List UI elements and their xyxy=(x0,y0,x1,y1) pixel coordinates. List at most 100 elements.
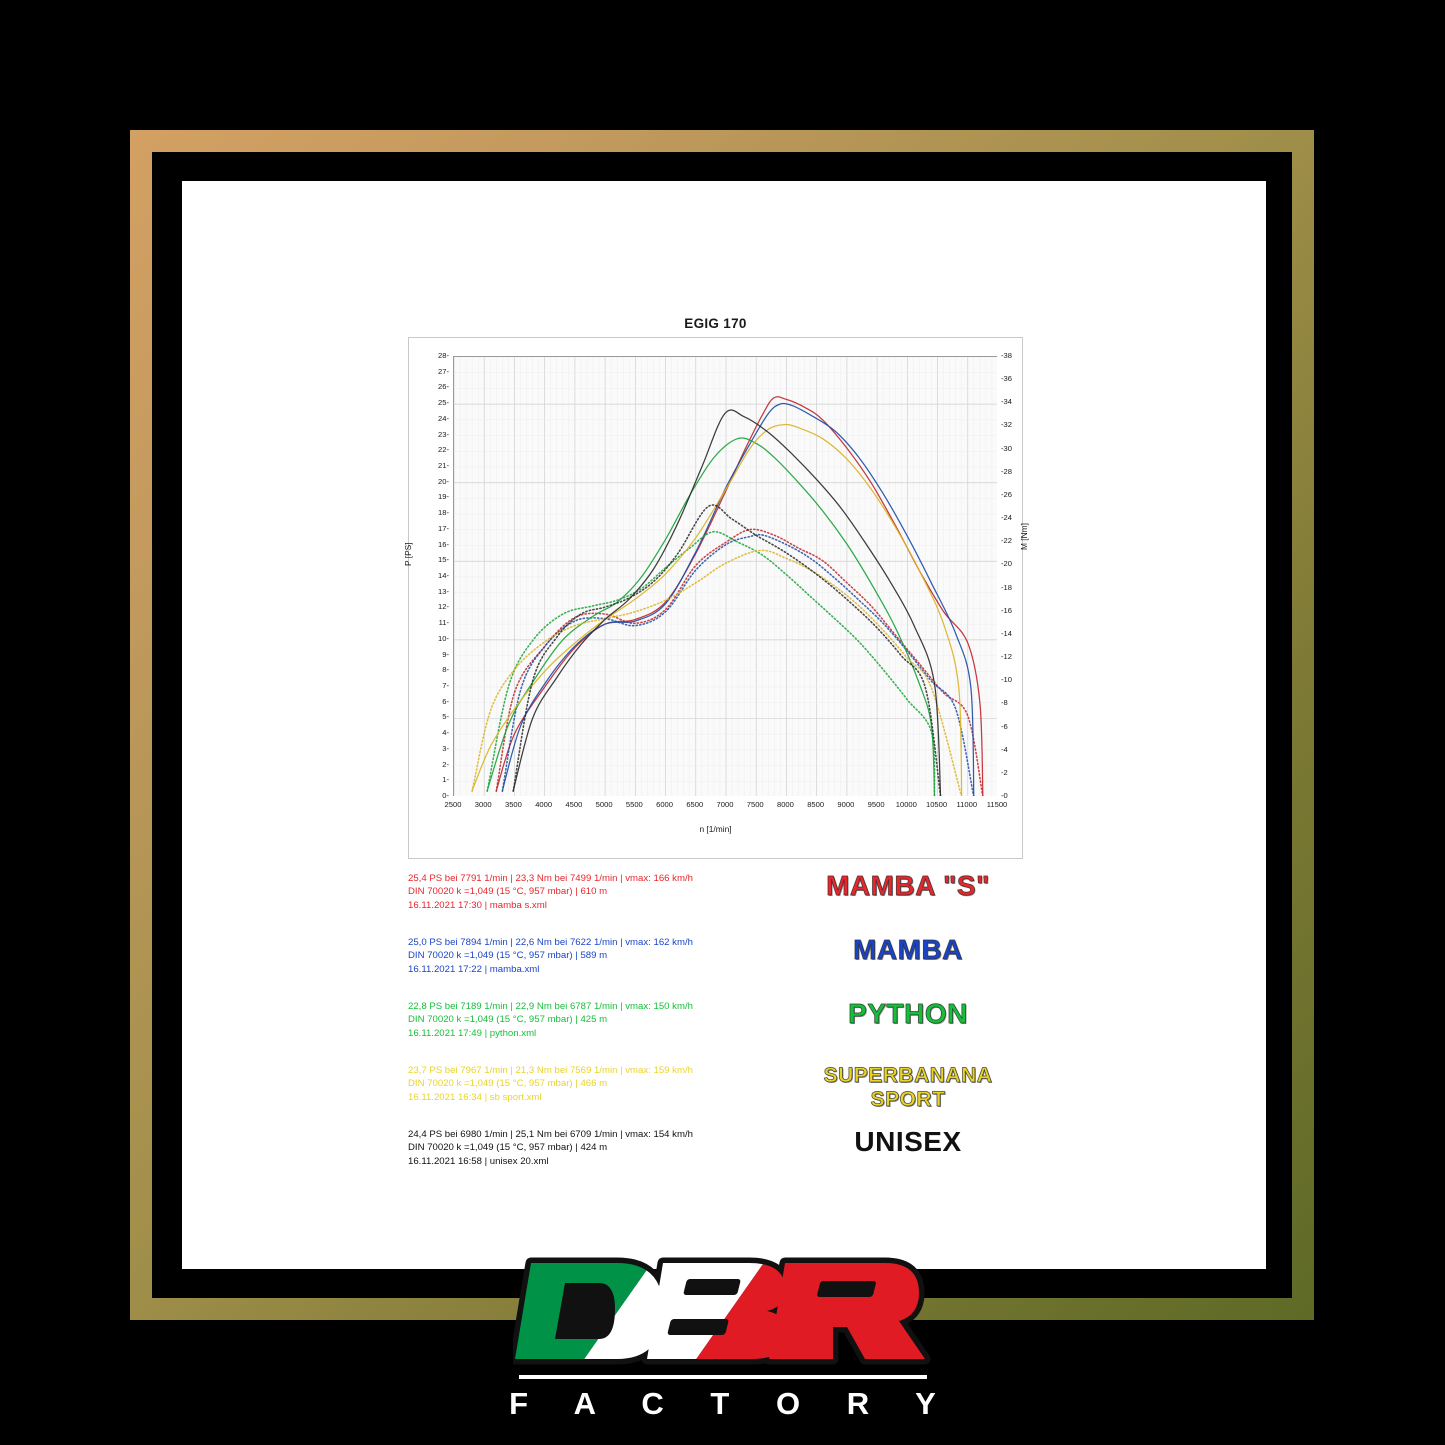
legend-stats: 25,0 PS bei 7894 1/min | 22,6 Nm bei 762… xyxy=(408,935,793,976)
legend-brand-label-line2: SPORT xyxy=(870,1087,946,1111)
legend-brand-label: MAMBA "S" xyxy=(826,870,990,901)
x-tick: 5000 xyxy=(595,800,613,809)
legend-stats-line-3: 16.11.2021 17:30 | mamba s.xml xyxy=(408,899,547,911)
chart-frame: 0- 1- 2- 3- 4- 5- 6- 7- 8- 9- 10- 11- 12- 13- 14- 15- 16… xyxy=(403,337,1029,859)
y-axis-left-label: P [PS] xyxy=(403,542,413,566)
legend-stats-line-2: DIN 70020 k =1,049 (15 °C, 957 mbar) | 5… xyxy=(408,950,608,962)
legend-row: 25,4 PS bei 7791 1/min | 23,3 Nm bei 749… xyxy=(408,871,1023,923)
y-tick-left: 27- xyxy=(438,366,449,376)
legend-brand-label: SUPERBANANA SPORT xyxy=(793,1063,1023,1111)
y-tick-right: -18 xyxy=(1001,582,1012,592)
x-tick: 8000 xyxy=(776,800,794,809)
x-tick: 3000 xyxy=(474,800,492,809)
x-tick: 11500 xyxy=(986,800,1008,809)
y-tick-left: 17- xyxy=(438,523,449,533)
y-tick-right: -0 xyxy=(1001,791,1008,800)
legend-stats-line-2: DIN 70020 k =1,049 (15 °C, 957 mbar) | 4… xyxy=(408,1078,608,1090)
y-tick-left: 23- xyxy=(438,429,449,439)
y-tick-right: -14 xyxy=(1001,628,1012,638)
legend-stats-line-2: DIN 70020 k =1,049 (15 °C, 957 mbar) | 4… xyxy=(408,1014,608,1026)
y-tick-right: -22 xyxy=(1001,536,1012,546)
x-tick: 7500 xyxy=(746,800,764,809)
y-tick-left: 13- xyxy=(438,586,449,596)
legend-stats-line-3: 16.11.2021 16:34 | sb sport.xml xyxy=(408,1091,542,1103)
y-axis-right-ticks: -0 -2 -4 -6 -8 -10 -12 -14 -16 -18 -20 -22 -24 -26 -28… xyxy=(998,352,1038,799)
legend-stats-line-3: 16.11.2021 17:49 | python.xml xyxy=(408,1027,537,1039)
y-tick-left: 16- xyxy=(438,539,449,549)
legend-row: 23,7 PS bei 7967 1/min | 21,3 Nm bei 756… xyxy=(408,1063,1023,1115)
x-tick: 8500 xyxy=(807,800,825,809)
legend-stats-line-2: DIN 70020 k =1,049 (15 °C, 957 mbar) | 4… xyxy=(408,1142,608,1154)
y-tick-left: 12- xyxy=(438,602,449,612)
y-tick-right: -4 xyxy=(1001,744,1008,754)
legend-stats: 24,4 PS bei 6980 1/min | 25,1 Nm bei 670… xyxy=(408,1127,793,1168)
y-axis-left-ticks: 0- 1- 2- 3- 4- 5- 6- 7- 8- 9- 10- 11- 12- 13- 14- 15- 16… xyxy=(409,352,451,799)
dyno-chart: EGIG 170 0- 1- 2- 3- 4- 5- 6- 7- 8- 9- 10- 11- 12- 13… xyxy=(403,316,1029,859)
y-tick-left: 15- xyxy=(438,555,449,565)
legend-stats: 25,4 PS bei 7791 1/min | 23,3 Nm bei 749… xyxy=(408,871,793,912)
x-tick: 2500 xyxy=(444,800,462,809)
dbr-factory-logo: F A C T O R Y xyxy=(0,1247,1445,1437)
legend-row: 24,4 PS bei 6980 1/min | 25,1 Nm bei 670… xyxy=(408,1127,1023,1179)
y-tick-left: 0- xyxy=(442,791,449,800)
y-tick-left: 18- xyxy=(438,508,449,518)
legend-stats-line-2: DIN 70020 k =1,049 (15 °C, 957 mbar) | 6… xyxy=(408,886,608,898)
y-tick-left: 6- xyxy=(442,696,449,706)
y-tick-right: -38 xyxy=(1001,351,1012,360)
y-tick-right: -16 xyxy=(1001,605,1012,615)
dyno-sheet: EGIG 170 0- 1- 2- 3- 4- 5- 6- 7- 8- 9- 10- 11- 12- 13… xyxy=(182,181,1266,1269)
x-axis-label: n [1/min] xyxy=(699,824,732,834)
legend-stats-line-1: 22,8 PS bei 7189 1/min | 22,9 Nm bei 678… xyxy=(408,1001,693,1012)
y-tick-right: -6 xyxy=(1001,721,1008,731)
y-tick-right: -30 xyxy=(1001,443,1012,453)
y-tick-left: 21- xyxy=(438,461,449,470)
dbr-wordmark-icon xyxy=(512,1257,930,1365)
x-tick: 3500 xyxy=(504,800,522,809)
logo-divider xyxy=(518,1375,927,1379)
y-tick-left: 25- xyxy=(438,398,449,408)
y-tick-left: 2- xyxy=(442,759,449,769)
x-tick: 5500 xyxy=(625,800,643,809)
curves-svg xyxy=(454,357,997,796)
legend-stats-line-1: 24,4 PS bei 6980 1/min | 25,1 Nm bei 670… xyxy=(408,1129,693,1140)
x-tick: 11000 xyxy=(956,800,978,809)
y-tick-left: 22- xyxy=(438,445,449,455)
x-tick: 10500 xyxy=(925,800,948,809)
x-tick: 9500 xyxy=(867,800,885,809)
logo-subtitle: F A C T O R Y xyxy=(509,1386,955,1421)
y-tick-right: -8 xyxy=(1001,698,1008,708)
y-tick-right: -28 xyxy=(1001,466,1012,476)
x-tick: 10000 xyxy=(895,800,917,809)
y-tick-left: 4- xyxy=(442,728,449,738)
legend-stats: 22,8 PS bei 7189 1/min | 22,9 Nm bei 678… xyxy=(408,999,793,1040)
y-tick-right: -10 xyxy=(1001,675,1012,685)
x-tick: 9000 xyxy=(837,800,855,809)
y-tick-right: -32 xyxy=(1001,420,1012,430)
y-tick-left: 8- xyxy=(442,665,449,675)
legend-brand-label: MAMBA xyxy=(853,934,963,965)
y-tick-right: -2 xyxy=(1001,767,1008,777)
y-tick-left: 24- xyxy=(438,413,449,423)
x-tick: 6000 xyxy=(656,800,673,809)
y-tick-right: -36 xyxy=(1001,374,1012,384)
legend-stats-line-1: 25,4 PS bei 7791 1/min | 23,3 Nm bei 749… xyxy=(408,873,693,884)
legend-stats-line-1: 25,0 PS bei 7894 1/min | 22,6 Nm bei 762… xyxy=(408,937,693,948)
x-tick: 7000 xyxy=(716,800,734,809)
y-tick-left: 19- xyxy=(438,492,449,502)
y-tick-left: 5- xyxy=(442,712,449,722)
legend-stats-line-3: 16.11.2021 17:22 | mamba.xml xyxy=(408,963,540,975)
y-tick-right: -34 xyxy=(1001,397,1012,407)
y-axis-right-label: M [Nm] xyxy=(1019,523,1029,550)
y-tick-left: 26- xyxy=(438,382,449,392)
legend-brand-label: PYTHON xyxy=(848,998,968,1029)
legend-brand-label: UNISEX xyxy=(854,1126,962,1157)
legend-row: 25,0 PS bei 7894 1/min | 22,6 Nm bei 762… xyxy=(408,935,1023,987)
y-tick-left: 11- xyxy=(438,618,449,628)
x-tick: 4500 xyxy=(565,800,583,809)
y-tick-right: -12 xyxy=(1001,652,1012,662)
y-tick-right: -26 xyxy=(1001,489,1012,499)
x-tick: 6500 xyxy=(686,800,704,809)
y-tick-left: 14- xyxy=(438,571,449,580)
y-tick-left: 1- xyxy=(442,775,449,785)
legend-stats-line-3: 16.11.2021 16:58 | unisex 20.xml xyxy=(408,1155,549,1167)
